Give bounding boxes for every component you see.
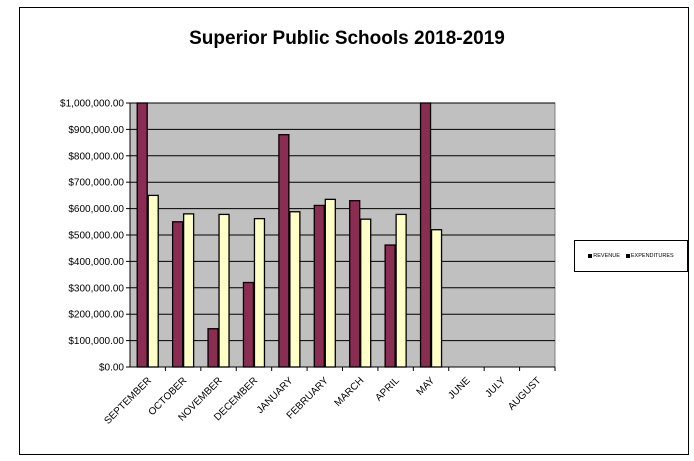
legend-label-revenue: REVENUE bbox=[593, 253, 620, 259]
chart-legend: REVENUE EXPENDITURES bbox=[574, 240, 688, 272]
y-tick-label: $500,000.00 bbox=[68, 231, 124, 242]
bar-revenue-march bbox=[349, 200, 361, 368]
bar-revenue-april bbox=[384, 244, 396, 368]
bar-revenue-december bbox=[242, 281, 255, 368]
y-tick-label: $900,000.00 bbox=[68, 125, 124, 136]
y-tick-label: $800,000.00 bbox=[68, 151, 124, 162]
bar-expenditures-february bbox=[324, 198, 336, 368]
chart-title: Superior Public Schools 2018-2019 bbox=[189, 28, 505, 49]
bar-expenditures-october bbox=[182, 213, 195, 368]
y-tick-label: $200,000.00 bbox=[68, 310, 124, 321]
bar-expenditures-january bbox=[289, 211, 301, 368]
bar-revenue-january bbox=[278, 134, 290, 368]
y-tick-label: $600,000.00 bbox=[68, 204, 124, 215]
bar-expenditures-march bbox=[360, 218, 372, 368]
bar-revenue-november bbox=[207, 328, 219, 368]
y-tick-label: $700,000.00 bbox=[68, 178, 124, 189]
x-tick-label: MAY bbox=[415, 375, 438, 398]
x-tick-label: AUGUST bbox=[506, 375, 543, 412]
legend-label-expenditures: EXPENDITURES bbox=[630, 253, 674, 259]
bar-revenue-february bbox=[313, 204, 325, 368]
y-tick-label: $300,000.00 bbox=[68, 283, 124, 294]
bar-revenue-september bbox=[136, 102, 148, 368]
legend-item-expenditures: EXPENDITURES bbox=[625, 253, 674, 259]
legend-swatch-expenditures bbox=[625, 254, 630, 258]
y-tick-label: $100,000.00 bbox=[68, 336, 124, 347]
bar-revenue-october bbox=[171, 221, 184, 368]
x-tick-label: APRIL bbox=[374, 375, 403, 404]
x-tick-label: JULY bbox=[483, 375, 508, 400]
y-tick-label: $0.00 bbox=[99, 363, 124, 374]
bar-expenditures-december bbox=[253, 217, 266, 368]
legend-item-revenue: REVENUE bbox=[588, 253, 620, 259]
bar-revenue-may bbox=[419, 102, 432, 368]
y-tick-label: $400,000.00 bbox=[68, 257, 124, 268]
bar-expenditures-september bbox=[147, 194, 159, 368]
x-tick-label: MARCH bbox=[333, 375, 367, 409]
bar-expenditures-november bbox=[218, 213, 230, 368]
x-tick-label: JUNE bbox=[446, 375, 472, 401]
legend-swatch-revenue bbox=[588, 254, 593, 258]
y-tick-label: $1,000,000.00 bbox=[60, 99, 124, 110]
bar-expenditures-may bbox=[430, 229, 443, 368]
bar-expenditures-april bbox=[395, 213, 407, 368]
x-tick-label: SEPTEMBER bbox=[102, 375, 153, 426]
